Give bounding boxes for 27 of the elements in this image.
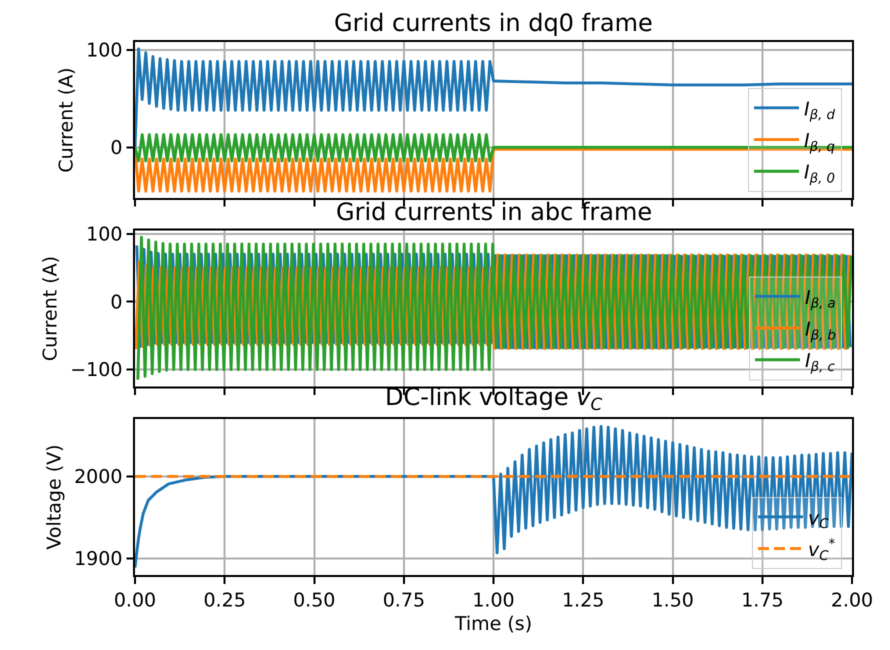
x-tick-label: 0.25 [203, 590, 246, 612]
x-tick-label: 1.00 [472, 590, 515, 612]
y-tick-label: 0 [110, 136, 122, 159]
legend-label: I$_{β, c}$ [805, 350, 836, 376]
x-tick-label: 0.00 [114, 590, 156, 612]
x-tick-label: 0.75 [382, 590, 426, 612]
x-tick-label: 0.50 [293, 590, 336, 612]
x-tick-label: 1.50 [652, 590, 694, 612]
chart-title: Grid currents in abc frame [336, 198, 652, 226]
line-series [135, 424, 852, 570]
x-tick-label: 1.75 [741, 590, 784, 612]
y-axis-title: Voltage (V) [43, 444, 66, 550]
y-axis-title: Current (A) [40, 256, 62, 362]
y-tick-label: −100 [70, 359, 122, 382]
y-tick-label: 0 [110, 291, 122, 314]
x-tick-label: 2.00 [830, 590, 874, 612]
chart-title: Grid currents in dq0 frame [334, 9, 653, 37]
y-tick-label: 100 [86, 224, 122, 246]
y-tick-label: 1900 [74, 548, 122, 570]
legend-label: I$_{β, d}$ [804, 98, 836, 124]
line-series [136, 236, 852, 382]
y-tick-label: 2000 [74, 466, 122, 488]
y-axis-title: Current (A) [56, 67, 78, 173]
legend-label: I$_{β, 0}$ [804, 162, 836, 187]
y-tick-label: 100 [86, 39, 122, 62]
x-axis-title: Time (s) [454, 612, 532, 635]
x-tick-label: 1.25 [562, 590, 604, 612]
